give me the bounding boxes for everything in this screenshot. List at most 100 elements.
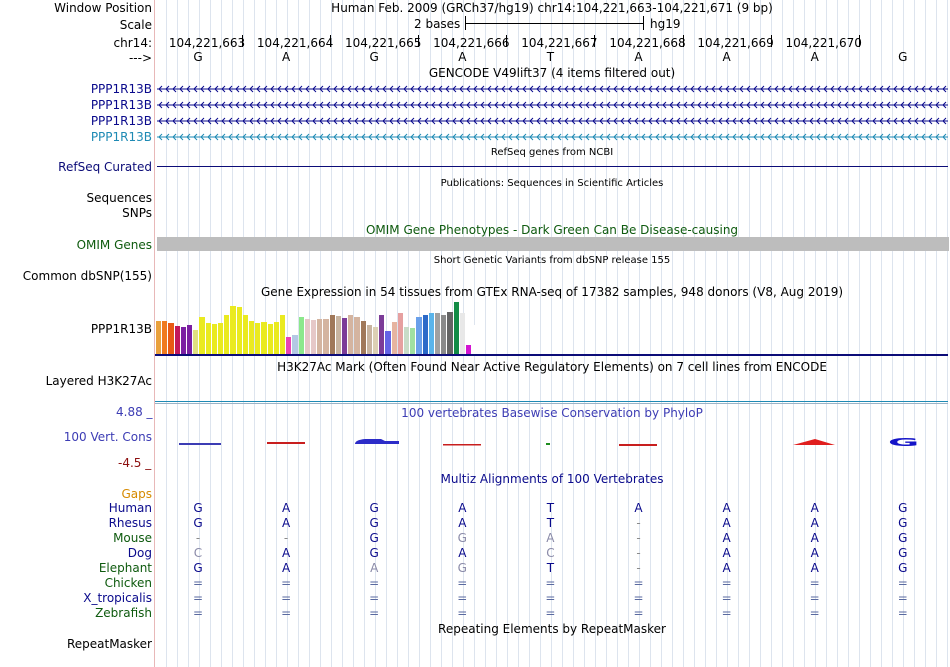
scale-label: Scale bbox=[119, 18, 152, 32]
sequences-label[interactable]: Sequences bbox=[86, 191, 152, 205]
gtex-tissue-bar[interactable] bbox=[218, 323, 224, 355]
gtex-tissue-bar[interactable] bbox=[286, 337, 292, 355]
guideline bbox=[485, 0, 486, 667]
coordinate-tick-label: 104,221,666 bbox=[433, 36, 510, 50]
coordinate-tick-label: 104,221,664 bbox=[256, 36, 334, 50]
reference-base: G bbox=[193, 50, 203, 64]
coordinate-tick bbox=[242, 35, 243, 47]
gtex-tissue-bar[interactable] bbox=[366, 325, 372, 355]
gencode-transcript-line[interactable] bbox=[155, 98, 950, 112]
gtex-tissue-bar[interactable] bbox=[379, 315, 385, 355]
species-label[interactable]: Rhesus bbox=[108, 516, 152, 530]
gtex-tissue-bar[interactable] bbox=[292, 335, 298, 355]
gtex-tissue-bar[interactable] bbox=[329, 315, 335, 355]
phylop-label[interactable]: 100 Vert. Cons bbox=[63, 430, 152, 444]
gtex-tissue-bar[interactable] bbox=[472, 325, 478, 355]
gencode-transcript-line[interactable] bbox=[155, 114, 950, 128]
gtex-tissue-bar[interactable] bbox=[242, 315, 248, 355]
gtex-tissue-bar[interactable] bbox=[280, 315, 286, 355]
gtex-tissue-bar[interactable] bbox=[335, 316, 341, 355]
alignment-base: A bbox=[458, 546, 467, 560]
gtex-tissue-bar[interactable] bbox=[360, 321, 366, 355]
gtex-tissue-bar[interactable] bbox=[267, 324, 273, 355]
gtex-tissue-bar[interactable] bbox=[311, 320, 317, 355]
gtex-tissue-bar[interactable] bbox=[466, 345, 472, 355]
gtex-tissue-bar[interactable] bbox=[323, 319, 329, 355]
gtex-tissue-bar[interactable] bbox=[416, 317, 422, 355]
gtex-tissue-bar[interactable] bbox=[441, 315, 447, 355]
gtex-tissue-bar[interactable] bbox=[199, 317, 205, 355]
gaps-label[interactable]: Gaps bbox=[121, 487, 152, 501]
gtex-tissue-bar[interactable] bbox=[249, 321, 255, 355]
gtex-tissue-bar[interactable] bbox=[168, 323, 174, 355]
gtex-tissue-bar[interactable] bbox=[174, 326, 180, 355]
gtex-tissue-bar[interactable] bbox=[391, 322, 397, 355]
gtex-label[interactable]: PPP1R13B bbox=[90, 322, 152, 336]
gtex-tissue-bar[interactable] bbox=[193, 330, 199, 355]
gtex-tissue-bar[interactable] bbox=[410, 328, 416, 355]
alignment-base: = bbox=[721, 606, 732, 620]
omim-phenotype-bar[interactable] bbox=[157, 237, 949, 251]
species-label[interactable]: Mouse bbox=[113, 531, 152, 545]
gtex-tissue-bar[interactable] bbox=[428, 313, 434, 355]
dbsnp-label[interactable]: Common dbSNP(155) bbox=[22, 269, 152, 283]
gtex-tissue-bar[interactable] bbox=[385, 331, 391, 355]
alignment-base: G bbox=[898, 501, 908, 515]
gtex-tissue-bar[interactable] bbox=[180, 327, 186, 355]
alignment-base: G bbox=[369, 516, 379, 530]
gtex-tissue-bar[interactable] bbox=[236, 307, 242, 355]
gtex-tissue-bar[interactable] bbox=[342, 318, 348, 355]
alignment-base: A bbox=[281, 561, 291, 575]
reference-base: G bbox=[898, 50, 908, 64]
snps-label[interactable]: SNPs bbox=[122, 206, 152, 220]
gtex-tissue-bar[interactable] bbox=[298, 317, 304, 355]
gencode-transcript-label[interactable]: PPP1R13B bbox=[90, 98, 152, 112]
gencode-transcript-line[interactable] bbox=[155, 82, 950, 96]
gtex-tissue-bar[interactable] bbox=[205, 323, 211, 355]
gtex-tissue-bar[interactable] bbox=[273, 322, 279, 355]
gtex-tissue-bar[interactable] bbox=[397, 313, 403, 355]
guideline bbox=[760, 0, 761, 667]
gtex-tissue-bar[interactable] bbox=[255, 323, 261, 355]
phylop-mark-2 bbox=[267, 442, 305, 444]
species-label[interactable]: Elephant bbox=[98, 561, 152, 575]
gtex-tissue-bar[interactable] bbox=[304, 319, 310, 355]
gtex-tissue-bar[interactable] bbox=[317, 319, 323, 355]
gtex-tissue-bar[interactable] bbox=[224, 315, 230, 355]
gencode-transcript-line[interactable] bbox=[155, 130, 950, 144]
alignment-base: = bbox=[809, 591, 820, 605]
h3k27ac-label[interactable]: Layered H3K27Ac bbox=[45, 374, 152, 388]
gtex-tissue-bar[interactable] bbox=[422, 315, 428, 355]
phylop-conservation-plot[interactable]: G bbox=[155, 430, 950, 454]
gtex-tissue-bar[interactable] bbox=[447, 312, 453, 355]
gtex-tissue-bar[interactable] bbox=[459, 313, 465, 355]
alignment-base: G bbox=[193, 516, 203, 530]
gtex-tissue-bar[interactable] bbox=[211, 324, 217, 355]
gtex-tissue-bar[interactable] bbox=[404, 327, 410, 355]
species-label[interactable]: Human bbox=[108, 501, 152, 515]
gtex-tissue-bar[interactable] bbox=[435, 313, 441, 355]
gencode-transcript-label[interactable]: PPP1R13B bbox=[90, 130, 152, 144]
species-label[interactable]: X_tropicalis bbox=[83, 591, 152, 605]
gtex-tissue-bar[interactable] bbox=[230, 306, 236, 355]
species-label[interactable]: Zebrafish bbox=[95, 606, 152, 620]
gtex-expression-chart[interactable] bbox=[156, 300, 536, 355]
gtex-tissue-bar[interactable] bbox=[261, 322, 267, 355]
gtex-tissue-bar[interactable] bbox=[373, 327, 379, 355]
omim-label[interactable]: OMIM Genes bbox=[76, 238, 152, 252]
gtex-tissue-bar[interactable] bbox=[354, 317, 360, 355]
gtex-tissue-bar[interactable] bbox=[187, 325, 193, 355]
species-label[interactable]: Dog bbox=[127, 546, 152, 560]
species-label[interactable]: Chicken bbox=[104, 576, 152, 590]
repeatmasker-label[interactable]: RepeatMasker bbox=[66, 637, 152, 651]
gtex-tissue-bar[interactable] bbox=[156, 321, 162, 355]
gtex-tissue-bar[interactable] bbox=[348, 315, 354, 355]
gencode-transcript-label[interactable]: PPP1R13B bbox=[90, 114, 152, 128]
gtex-tissue-bar[interactable] bbox=[162, 321, 168, 355]
guideline bbox=[661, 0, 662, 667]
refseq-gene-line[interactable] bbox=[157, 166, 948, 167]
refseq-label[interactable]: RefSeq Curated bbox=[58, 160, 152, 174]
gtex-tissue-bar[interactable] bbox=[453, 302, 459, 355]
gencode-transcript-label[interactable]: PPP1R13B bbox=[90, 82, 152, 96]
